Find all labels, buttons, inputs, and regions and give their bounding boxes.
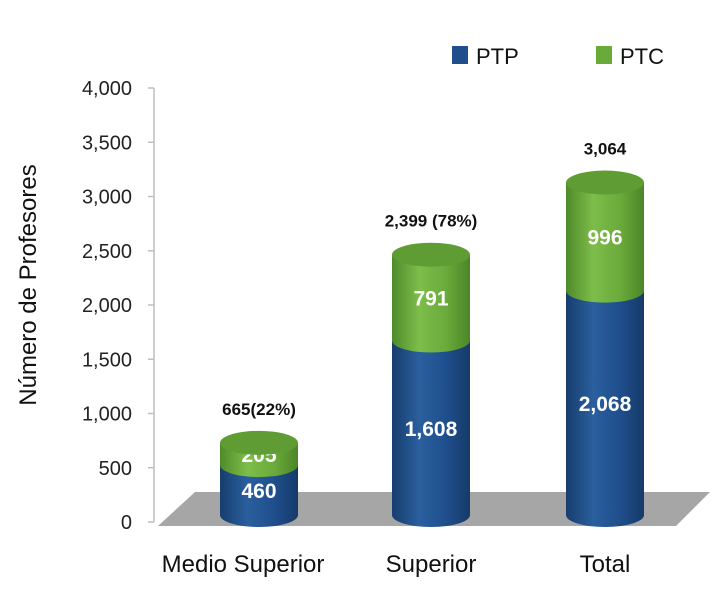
total-label-1: 2,399 (78%)	[385, 212, 478, 231]
legend-label-ptc: PTC	[620, 44, 664, 69]
bar-ptp-2	[566, 290, 644, 527]
bar-label-ptc-2: 996	[587, 227, 622, 250]
y-tick-label: 3,500	[82, 132, 132, 154]
y-tick-label: 1,500	[82, 349, 132, 371]
legend: PTP PTC	[452, 44, 664, 69]
category-label-1: Superior	[386, 551, 477, 578]
y-tick-label: 0	[121, 512, 132, 534]
bar-label-ptp-1: 1,608	[405, 418, 458, 441]
category-label-0: Medio Superior	[162, 551, 325, 578]
y-tick-label: 1,000	[82, 404, 132, 426]
bar-label-ptp-0: 460	[241, 480, 276, 503]
total-label-2: 3,064	[584, 140, 627, 159]
bar-ptp-1	[392, 340, 470, 527]
y-ticks: 0 500 1,000 1,500 2,000 2,500 3,000 3,500 4,000	[82, 78, 154, 534]
y-tick-label: 500	[99, 458, 132, 480]
bar-label-ptc-1: 791	[413, 288, 448, 311]
y-tick-label: 2,500	[82, 241, 132, 263]
category-label-2: Total	[580, 551, 631, 578]
y-tick-label: 3,000	[82, 187, 132, 209]
legend-swatch-ptp	[452, 46, 468, 64]
bar-ptp-0	[220, 465, 298, 527]
y-tick-label: 4,000	[82, 78, 132, 100]
bar-top-cap-0	[220, 430, 298, 455]
category-labels: Medio Superior Superior Total	[162, 551, 631, 578]
legend-swatch-ptc	[596, 46, 612, 64]
bar-ptc-2	[566, 182, 644, 303]
y-tick-label: 2,000	[82, 295, 132, 317]
bar-label-ptp-2: 2,068	[579, 393, 632, 416]
bar-ptc-1	[392, 254, 470, 353]
y-axis-label: Número de Profesores	[15, 164, 42, 405]
legend-label-ptp: PTP	[476, 44, 519, 69]
bar-top-cap-1	[392, 242, 470, 267]
total-label-0: 665(22%)	[222, 400, 296, 419]
bar-top-cap-2	[566, 170, 644, 195]
